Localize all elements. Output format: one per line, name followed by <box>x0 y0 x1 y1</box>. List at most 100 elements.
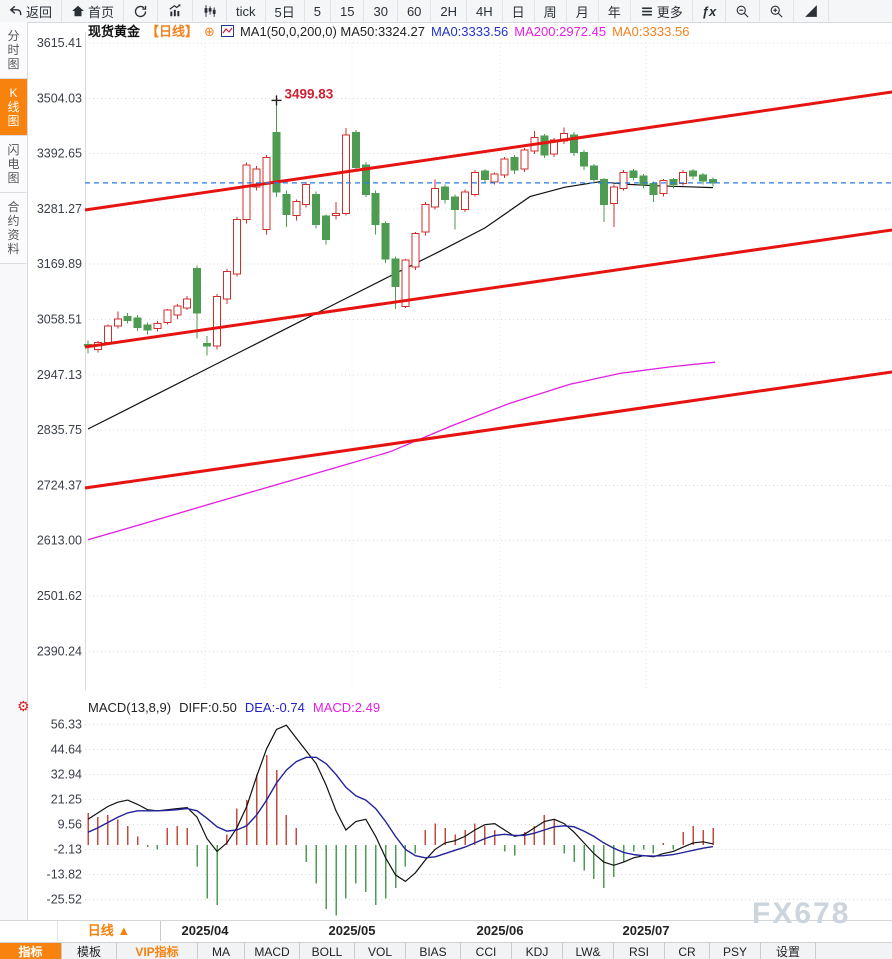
toolbar-item-label: 日 <box>511 4 525 20</box>
toolbar-item-fx[interactable]: ƒx <box>693 0 727 22</box>
indicator-tab-KDJ[interactable]: KDJ <box>512 943 563 959</box>
toolbar-item-year[interactable]: 年 <box>599 0 631 22</box>
macd-diff-value: DIFF:0.50 <box>179 700 237 715</box>
indicator-tab-VOL[interactable]: VOL <box>355 943 406 959</box>
toolbar-item-back[interactable]: 返回 <box>0 0 63 22</box>
toolbar-item-label: 周 <box>543 4 557 20</box>
price-axis-label: 3504.03 <box>37 91 82 105</box>
trend-chart-icon <box>169 4 181 17</box>
back-arrow-icon <box>9 5 22 16</box>
toolbar-item-month[interactable]: 月 <box>567 0 599 22</box>
formula-fx-icon: ƒx <box>701 3 717 19</box>
toolbar-item-label: 年 <box>607 4 621 20</box>
chart-legend: 现货黄金 【日线】 ⊕ MA1(50,0,200,0) MA50:3324.27 MA0… <box>88 23 695 41</box>
macd-histogram <box>87 755 714 916</box>
toolbar-item-label: tick <box>236 3 256 19</box>
toolbar-item-more[interactable]: 更多 <box>631 0 693 22</box>
x-axis-label: 2025/07 <box>622 923 670 938</box>
indicator-tab-CR[interactable]: CR <box>665 943 710 959</box>
macd-chart[interactable]: 56.33 44.64 32.94 21.25 9.56 -2.13 -13.82 -25.5… <box>0 695 892 920</box>
home-icon <box>72 5 84 17</box>
toolbar-item-5d[interactable]: 5日 <box>266 0 305 22</box>
x-axis-label: 2025/06 <box>476 923 524 938</box>
toolbar-item-label: 5 <box>313 3 321 19</box>
sidebar-tab-闪电图[interactable]: 闪电图 <box>0 136 27 193</box>
draw-tool-icon <box>805 5 818 17</box>
toolbar-item-label: 60 <box>406 3 422 19</box>
toolbar-item-trend-chart[interactable] <box>158 0 194 22</box>
toolbar-item-zoom-out[interactable] <box>726 0 761 22</box>
indicator-tab-MACD[interactable]: MACD <box>245 943 300 959</box>
price-axis-label: 3392.65 <box>37 147 82 161</box>
toolbar-item-4h[interactable]: 4H <box>467 0 503 22</box>
toolbar-item-15m[interactable]: 15 <box>331 0 365 22</box>
zoom-in-icon <box>770 5 783 18</box>
indicator-tab-CCI[interactable]: CCI <box>461 943 512 959</box>
indicator-tab-设置[interactable]: 设置 <box>761 943 816 959</box>
candlestick-chart-icon <box>204 5 216 17</box>
indicator-tab-bar: 指标 模板 VIP指标 MA MACD BOLL VOL BIAS CCI KDJ LW& RSI CR… <box>0 942 892 959</box>
toolbar-item-label: 15 <box>340 3 355 19</box>
sidebar-tab-分时图[interactable]: 分时图 <box>0 22 27 79</box>
x-axis-row: 日线 ▲ 2025/04 2025/05 2025/06 2025/07 <box>0 920 892 943</box>
toolbar-item-week[interactable]: 周 <box>535 0 567 22</box>
toolbar-item-refresh[interactable] <box>124 0 159 22</box>
toolbar-item-zoom-in[interactable] <box>760 0 795 22</box>
toolbar-item-day[interactable]: 日 <box>503 0 535 22</box>
macd-axis-label: -25.52 <box>47 893 82 907</box>
sidebar-tab-合约资料[interactable]: 合约资料 <box>0 193 27 264</box>
indicator-tab-RSI[interactable]: RSI <box>614 943 665 959</box>
macd-axis-label: 9.56 <box>58 818 82 832</box>
toolbar-item-30m[interactable]: 30 <box>364 0 398 22</box>
price-axis-label: 2390.24 <box>37 644 82 658</box>
zoom-out-icon <box>736 5 749 18</box>
toolbar-item-2h[interactable]: 2H <box>431 0 468 22</box>
ma200-value: MA200:2972.45 <box>514 24 607 39</box>
ma0-blue-value: MA0:3333.56 <box>430 24 509 39</box>
indicator-tab-模板[interactable]: 模板 <box>62 943 117 959</box>
macd-macd-value: MACD:2.49 <box>312 700 381 715</box>
toolbar-item-60m[interactable]: 60 <box>398 0 432 22</box>
macd-axis-label: 56.33 <box>51 718 82 732</box>
toolbar-item-draw[interactable] <box>794 0 830 22</box>
price-axis-label: 3169.89 <box>37 257 82 271</box>
price-axis-label: 2835.75 <box>37 423 82 437</box>
ma0-orange-value: MA0:3333.56 <box>612 24 690 39</box>
toolbar-item-label: 首页 <box>88 4 115 20</box>
price-axis-label: 3615.41 <box>37 36 82 50</box>
toolbar-item-label: 返回 <box>26 4 53 20</box>
trendline[interactable] <box>84 228 892 349</box>
price-axis-label: 3058.51 <box>37 313 82 327</box>
trendline[interactable] <box>84 90 892 212</box>
indicator-tab-BOLL[interactable]: BOLL <box>300 943 355 959</box>
indicator-tab-BIAS[interactable]: BIAS <box>406 943 461 959</box>
main-chart[interactable]: 3615.41 3504.03 3392.65 3281.27 3169.89 3058.… <box>0 30 892 698</box>
toolbar-item-label: 5日 <box>274 4 295 20</box>
refresh-icon <box>134 5 147 17</box>
indicator-tab-MA[interactable]: MA <box>198 943 245 959</box>
macd-axis-label: 21.25 <box>51 793 82 807</box>
indicator-tab-PSY[interactable]: PSY <box>710 943 761 959</box>
indicator-tab-VIP指标[interactable]: VIP指标 <box>117 943 198 959</box>
indicator-settings-icon[interactable]: ⚙ <box>17 698 30 714</box>
toolbar-item-home[interactable]: 首页 <box>62 0 125 22</box>
menu-icon <box>641 6 652 16</box>
add-compare-icon[interactable]: ⊕ <box>204 24 215 39</box>
ma-settings: MA1(50,0,200,0) MA50:3324.27 <box>239 24 425 39</box>
indicator-tab-LW&[interactable]: LW& <box>563 943 614 959</box>
indicator-tab-指标[interactable]: 指标 <box>0 943 62 959</box>
toolbar-item-label: 4H <box>476 3 493 19</box>
macd-dea-value: DEA:-0.74 <box>244 700 305 715</box>
x-axis-label: 2025/04 <box>181 923 229 938</box>
x-axis-label: 2025/05 <box>328 923 376 938</box>
toolbar-item-tick[interactable]: tick <box>227 0 266 22</box>
toolbar-item-5m[interactable]: 5 <box>305 0 331 22</box>
toolbar-item-candle-chart[interactable] <box>193 0 228 22</box>
price-axis-label: 2613.00 <box>37 534 82 548</box>
period-label: 【日线】 <box>146 24 199 39</box>
period-selector[interactable]: 日线 ▲ <box>57 921 161 941</box>
trendline[interactable] <box>84 370 892 490</box>
